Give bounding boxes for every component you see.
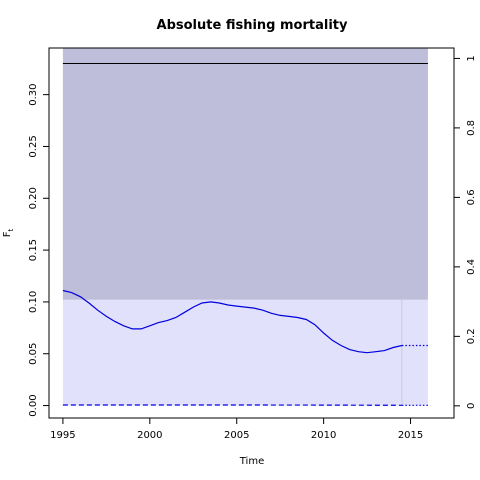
series-line-solid-0 xyxy=(62,289,403,354)
y-axis-label: Ft xyxy=(2,228,15,237)
x-tick-label: 2015 xyxy=(398,430,423,441)
right-y-tick-label: 0.2 xyxy=(466,328,477,344)
plot-frame xyxy=(48,47,455,419)
x-axis-label: Time xyxy=(239,456,264,467)
y-tick-label: 0.25 xyxy=(28,135,39,157)
y-tick-label: 0.15 xyxy=(28,239,39,261)
y-tick-label: 0.00 xyxy=(28,394,39,416)
y-tick-label: 0.05 xyxy=(28,343,39,365)
y-axis-label-subscript: t xyxy=(7,228,15,231)
band-0 xyxy=(62,48,428,300)
y-tick-label: 0.10 xyxy=(28,291,39,313)
y-axis-label-group: Ft xyxy=(2,228,15,237)
x-tick-label: 1995 xyxy=(50,430,75,441)
right-y-tick-label: 0.6 xyxy=(466,189,477,205)
plot-area: 1995 2000 2005 2010 20150.000.050.100.150.20… xyxy=(28,47,477,441)
x-tick-label: 2005 xyxy=(224,430,249,441)
right-y-tick-label: 0 xyxy=(466,403,477,409)
band-1 xyxy=(62,299,428,406)
y-axis-label-main: F xyxy=(2,231,13,237)
x-tick-label: 2000 xyxy=(137,430,162,441)
y-tick-label: 0.20 xyxy=(28,187,39,209)
y-tick-label: 0.30 xyxy=(28,84,39,106)
right-y-tick-label: 1 xyxy=(466,55,477,61)
x-tick-label: 2010 xyxy=(311,430,336,441)
right-y-tick-label: 0.4 xyxy=(466,259,477,275)
right-y-tick-label: 0.8 xyxy=(466,120,477,136)
chart-title: Absolute fishing mortality xyxy=(157,18,348,33)
